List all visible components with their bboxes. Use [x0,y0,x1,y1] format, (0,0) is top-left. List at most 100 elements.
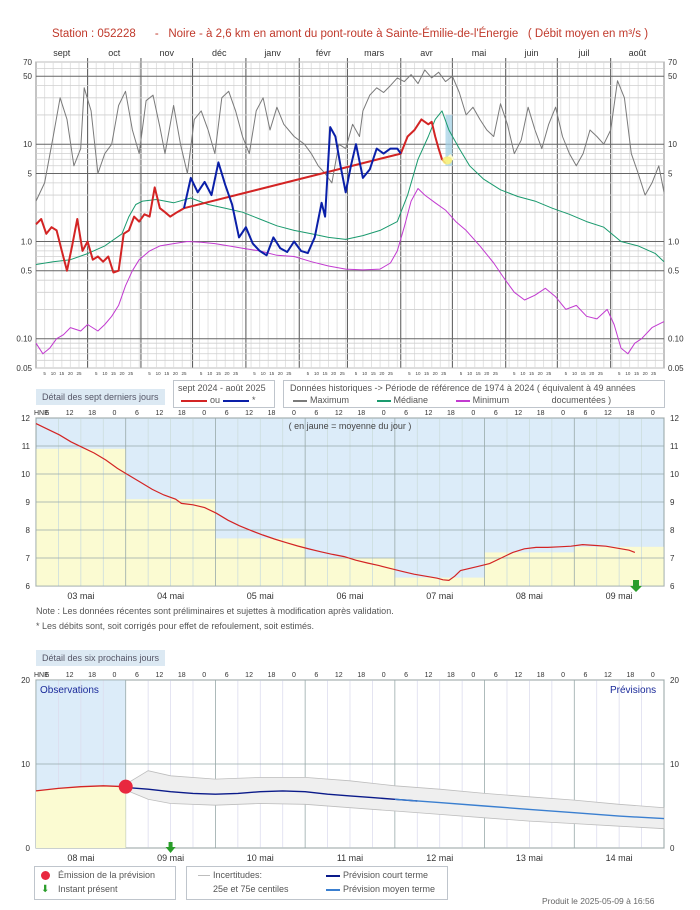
yearly-day-tick-label: 5 [95,371,98,376]
legend-min: Minimum [472,395,510,405]
seven-day-y-tick-label: 8 [26,526,31,535]
yearly-y-tick-label: 70 [23,58,32,67]
yearly-month-label: avr [420,48,433,58]
yearly-day-tick-label: 10 [51,371,57,376]
seven-day-hour-label: 6 [225,410,229,417]
yearly-grid [35,58,665,369]
forecast-hour-label: 18 [537,672,545,679]
yearly-y-tick-label: 5 [668,169,673,178]
yearly-series-line [35,118,450,274]
legend-max-swatch [293,399,307,402]
legend-uncertainty-row: Incertitudes: [195,870,262,880]
legend-median-swatch [376,399,391,402]
forecast-hour-label: 0 [292,672,296,679]
seven-day-y-tick-label: 7 [670,554,675,563]
seven-day-hour-label: 0 [113,410,117,417]
observed-flow-line [35,785,126,792]
yearly-day-tick-label: 15 [529,371,535,376]
yearly-day-tick-label: 25 [181,371,187,376]
forecast-y-tick-label: 20 [21,676,30,685]
forecast-day-label: 11 mai [337,853,363,863]
seven-day-hour-label: 12 [604,410,612,417]
yearly-month-label: juin [524,48,539,58]
yearly-day-tick-label: 15 [581,371,587,376]
yearly-day-tick-label: 15 [216,371,222,376]
legend-markers: Émission de la prévision ⬇ Instant présen… [34,866,176,900]
forecast-hour-label: 12 [604,672,612,679]
legend-red-swatch [181,399,207,402]
daily-mean-note: ( en jaune = moyenne du jour ) [288,421,412,431]
seven-day-hour-label: 6 [45,410,49,417]
seven-day-hour-label: 0 [561,410,565,417]
forecast-hour-label: 12 [425,672,433,679]
yearly-day-tick-label: 15 [476,371,482,376]
legend-mid-term: Prévision moyen terme [343,884,436,894]
yearly-day-tick-label: 5 [408,371,411,376]
yearly-day-tick-label: 5 [565,371,568,376]
yearly-day-tick-label: 15 [634,371,640,376]
yearly-day-tick-label: 20 [120,371,126,376]
yearly-y-tick-label: 50 [668,72,677,81]
forecast-hour-label: 12 [66,672,74,679]
yearly-month-label: janv [263,48,281,58]
seven-day-hour-label: 18 [357,410,365,417]
seven-day-hour-label: 12 [155,410,163,417]
legend-current-lines: ou * [178,395,256,405]
yearly-day-tick-label: 20 [379,371,385,376]
forecast-hour-label: 6 [225,672,229,679]
seven-day-y-tick-label: 6 [26,582,31,591]
seven-day-hour-label: 6 [494,410,498,417]
legend-short-term: Prévision court terme [343,870,429,880]
seven-day-y-tick-label: 7 [26,554,31,563]
yearly-day-tick-label: 25 [441,371,447,376]
forecast-hour-label: 6 [314,672,318,679]
yearly-y-tick-label: 70 [668,58,677,67]
yearly-month-label: févr [316,48,331,58]
seven-day-hour-label: 12 [425,410,433,417]
forecast-hour-label: 12 [155,672,163,679]
yearly-day-tick-label: 15 [424,371,430,376]
yearly-day-tick-label: 5 [307,371,310,376]
seven-day-y-tick-label: 11 [670,442,679,451]
emission-marker-icon [118,779,133,794]
seven-day-hour-label: 12 [514,410,522,417]
yearly-day-tick-label: 25 [388,371,394,376]
yearly-month-label: août [629,48,647,58]
yearly-day-tick-label: 20 [643,371,649,376]
forecast-hour-label: 0 [202,672,206,679]
yearly-month-label: oct [108,48,121,58]
yearly-day-tick-label: 20 [331,371,337,376]
produced-timestamp: Produit le 2025-05-09 à 16:56 [542,896,655,906]
yearly-day-tick-label: 10 [520,371,526,376]
legend-max: Maximum [310,395,350,405]
seven-day-y-tick-label: 12 [670,414,679,423]
yearly-y-tick-label: 10 [668,140,677,149]
forecast-y-tick-label: 10 [21,760,30,769]
yearly-day-tick-label: 5 [148,371,151,376]
yearly-day-tick-label: 20 [224,371,230,376]
forecast-y-tick-label: 0 [670,844,675,853]
legend-star: * [252,395,256,405]
forecast-hour-label: 6 [135,672,139,679]
forecast-day-label: 09 mai [157,853,184,863]
yearly-day-tick-label: 25 [233,371,239,376]
seven-day-hour-label: 6 [314,410,318,417]
section-badge-7days: Détail des sept derniers jours [36,389,165,405]
title-separator: - [154,28,159,40]
forecast-day-label: 13 mai [516,853,543,863]
previsions-label: Prévisions [610,685,657,696]
legend-historic-lines: Maximum Médiane Minimum documentées ) [290,395,611,405]
seven-day-y-tick-label: 6 [670,582,675,591]
yearly-day-tick-label: 20 [173,371,179,376]
forecast-y-tick-label: 20 [670,676,679,685]
yearly-day-tick-label: 15 [371,371,377,376]
seven-day-hour-label: 18 [178,410,186,417]
yearly-day-tick-label: 10 [415,371,421,376]
yearly-day-tick-label: 10 [102,371,108,376]
yearly-day-tick-label: 15 [164,371,170,376]
yearly-day-tick-label: 20 [589,371,595,376]
seven-day-hour-label: 18 [268,410,276,417]
forecast-day-label: 12 mai [426,853,453,863]
